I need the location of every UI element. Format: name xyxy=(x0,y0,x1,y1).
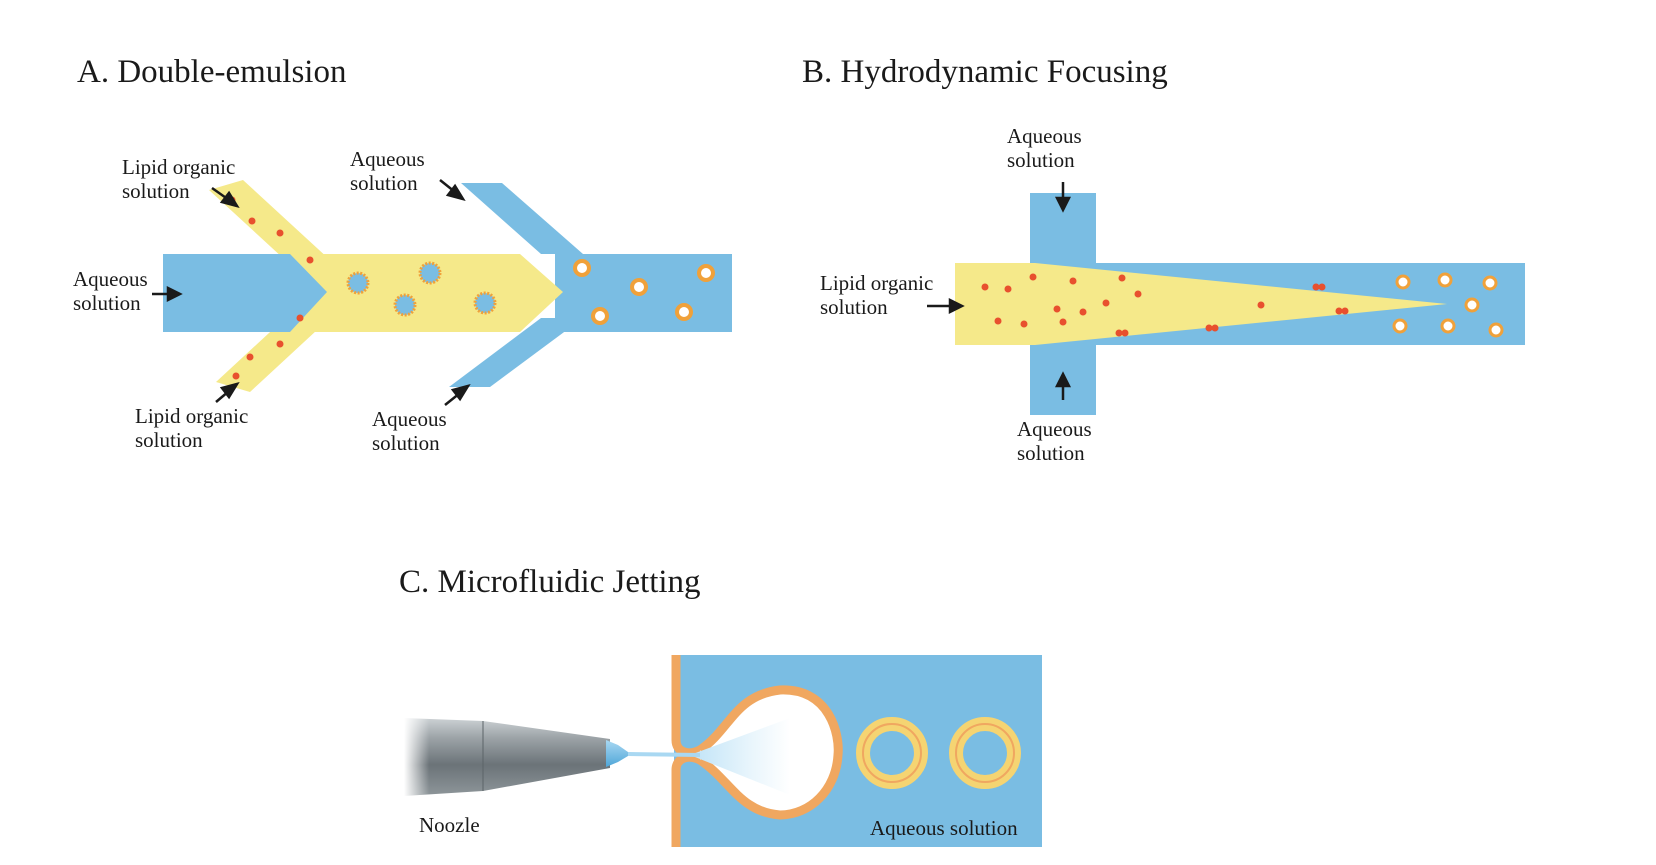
vesicle xyxy=(630,278,648,296)
vesicles-outlet xyxy=(573,259,715,325)
lipid-molecule xyxy=(232,372,240,380)
label-aq-left-2: solution xyxy=(73,291,141,315)
lipid-molecule xyxy=(276,229,284,237)
focused-lipid-stream xyxy=(955,263,1447,345)
arrowhead xyxy=(1054,196,1072,213)
aqueous-inlet-bottom-channel xyxy=(449,318,583,387)
lipid-molecule xyxy=(306,256,314,264)
label-aq-top-2: solution xyxy=(1007,148,1075,172)
label-lipid-2: solution xyxy=(820,295,888,319)
vesicle xyxy=(697,264,715,282)
panel-c-microfluidic-jetting: C. Microfluidic Jetting Noozle Aqueous s… xyxy=(399,564,1042,847)
label-aq-bottom-2: solution xyxy=(1017,441,1085,465)
vesicle xyxy=(1437,272,1453,288)
vesicle xyxy=(1464,297,1480,313)
vesicle xyxy=(862,723,922,783)
lipid-molecule xyxy=(1335,307,1343,315)
aqueous-inner-channel xyxy=(163,254,327,332)
arrowhead xyxy=(219,190,240,209)
lipid-molecule xyxy=(1257,301,1265,309)
label-lipid-top-2: solution xyxy=(122,179,190,203)
lipid-molecule xyxy=(246,353,254,361)
vesicle xyxy=(955,723,1015,783)
arrowhead xyxy=(166,285,183,303)
lipid-inlet-top-channel xyxy=(209,180,330,270)
lipid-molecule xyxy=(296,314,304,322)
panel-a-double-emulsion: A. Double-emulsion xyxy=(73,54,732,455)
vesicle xyxy=(573,259,591,277)
vesicle xyxy=(1392,318,1408,334)
released-vesicles xyxy=(856,717,1021,789)
label-aq-top-2: solution xyxy=(350,171,418,195)
panel-b-hydrodynamic-focusing: B. Hydrodynamic Focusing xyxy=(802,54,1525,465)
aqueous-inlet-top-channel xyxy=(461,183,583,254)
vesicle xyxy=(591,307,609,325)
label-aq-left-1: Aqueous xyxy=(73,267,148,291)
lipid-molecule xyxy=(1121,329,1129,337)
nozzle xyxy=(404,715,700,799)
label-aq-bottom-2: solution xyxy=(372,431,440,455)
panel-c-title: C. Microfluidic Jetting xyxy=(399,564,701,600)
droplet xyxy=(393,293,417,317)
lipid-molecule xyxy=(1059,318,1067,326)
nozzle-fade xyxy=(404,715,614,799)
droplet xyxy=(418,261,442,285)
lipid-stream xyxy=(230,254,563,332)
arrowhead xyxy=(1054,371,1072,388)
vesicle xyxy=(1482,275,1498,291)
label-lipid-top-1: Lipid organic xyxy=(122,155,235,179)
membrane-wall xyxy=(671,655,703,758)
lipid-molecule xyxy=(1102,299,1110,307)
jet-stream xyxy=(628,752,700,757)
lipid-molecule xyxy=(1079,308,1087,316)
label-nozzle: Noozle xyxy=(419,813,480,837)
lipid-molecule xyxy=(276,340,284,348)
panel-a-title: A. Double-emulsion xyxy=(77,54,346,90)
lipid-molecules-b xyxy=(981,273,1349,337)
droplet xyxy=(473,291,497,315)
lipid-molecule xyxy=(1020,320,1028,328)
lipid-molecule xyxy=(1341,307,1349,315)
vesicle xyxy=(1488,322,1504,338)
label-aq-bottom-1: Aqueous xyxy=(372,407,447,431)
vesicles-outlet-b xyxy=(1392,272,1504,338)
jet-cone xyxy=(690,718,790,795)
label-aq-bottom-1: Aqueous xyxy=(1017,417,1092,441)
arrowhead xyxy=(450,383,471,402)
lipid-molecule xyxy=(248,217,256,225)
lipid-molecule xyxy=(1069,277,1077,285)
lipid-molecule xyxy=(1118,274,1126,282)
lipid-molecule xyxy=(994,317,1002,325)
lipid-molecule xyxy=(1029,273,1037,281)
label-lipid-1: Lipid organic xyxy=(820,271,933,295)
arrowhead xyxy=(219,381,240,400)
label-aqueous-solution: Aqueous solution xyxy=(870,816,1018,840)
lipid-molecule xyxy=(1134,290,1142,298)
droplet xyxy=(346,271,370,295)
arrows-a xyxy=(152,179,471,406)
lipid-molecule xyxy=(1211,324,1219,332)
vesicle xyxy=(1395,274,1411,290)
water-droplets xyxy=(346,261,497,317)
membrane-wall-lower xyxy=(671,752,703,847)
vesicle xyxy=(675,303,693,321)
label-aq-top-1: Aqueous xyxy=(1007,124,1082,148)
vesicle xyxy=(1440,318,1456,334)
lipid-molecule xyxy=(981,283,989,291)
lipid-molecule xyxy=(1115,329,1123,337)
lipid-molecule xyxy=(1205,324,1213,332)
lipid-molecule xyxy=(1312,283,1320,291)
lipid-molecule xyxy=(1318,283,1326,291)
lipid-molecule xyxy=(1004,285,1012,293)
nozzle-tip xyxy=(606,740,628,767)
arrowhead xyxy=(948,297,965,315)
label-aq-top-1: Aqueous xyxy=(350,147,425,171)
label-lipid-bottom-2: solution xyxy=(135,428,203,452)
arrowhead xyxy=(445,183,466,202)
label-lipid-bottom-1: Lipid organic xyxy=(135,404,248,428)
panel-b-title: B. Hydrodynamic Focusing xyxy=(802,54,1168,90)
lipid-molecule xyxy=(1053,305,1061,313)
arrows-b xyxy=(927,182,1072,400)
